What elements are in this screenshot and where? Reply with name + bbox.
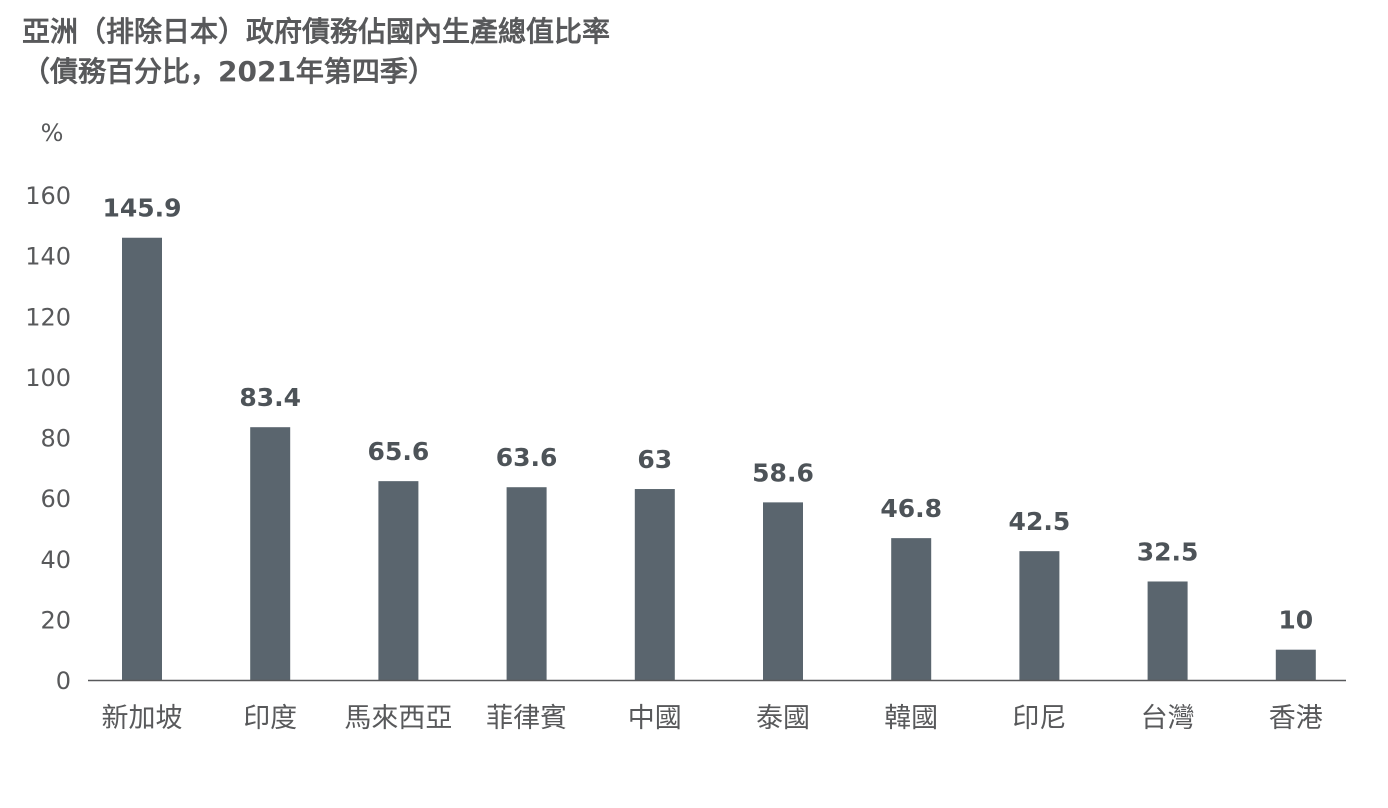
- x-category-label: 馬來西亞: [344, 703, 452, 734]
- x-category-label: 印尼: [1012, 703, 1066, 734]
- x-category-label: 韓國: [884, 703, 938, 734]
- bar-value-label: 63.6: [496, 443, 558, 472]
- bar: [634, 489, 675, 680]
- bar: [122, 237, 162, 680]
- y-tick-label: 20: [40, 606, 71, 634]
- bar-value-label: 145.9: [102, 194, 181, 223]
- bar: [1147, 581, 1188, 680]
- chart-title-line-1: 亞洲（排除日本）政府債務佔國內生產總值比率: [22, 15, 611, 48]
- y-tick-label: 160: [25, 182, 71, 210]
- x-category-label: 新加坡: [102, 703, 183, 734]
- y-axis-unit-label: %: [41, 119, 64, 147]
- bar: [763, 502, 803, 680]
- bar-value-label: 63: [637, 445, 672, 474]
- bar-value-label: 83.4: [239, 383, 301, 412]
- y-tick-label: 100: [25, 364, 71, 392]
- chart-title: 亞洲（排除日本）政府債務佔國內生產總值比率 （債務百分比，2021年第四季）: [22, 12, 610, 92]
- chart-title-line-2: （債務百分比，2021年第四季）: [22, 55, 436, 88]
- bar-value-label: 46.8: [880, 494, 942, 523]
- x-category-label: 香港: [1269, 703, 1323, 734]
- bar-value-label: 32.5: [1137, 537, 1199, 566]
- y-axis-ticks: 0 20 40 60 80 100 120 140 160: [25, 182, 71, 695]
- bar: [1019, 551, 1060, 680]
- y-tick-label: 0: [56, 667, 71, 695]
- bar: [1275, 649, 1316, 680]
- y-tick-label: 40: [40, 546, 71, 574]
- y-tick-label: 80: [40, 425, 71, 453]
- bar-value-label: 42.5: [1009, 507, 1071, 536]
- x-category-label: 泰國: [756, 703, 810, 734]
- bar: [378, 481, 419, 680]
- bar-value-label: 65.6: [368, 437, 430, 466]
- x-category-label: 菲律賓: [486, 703, 567, 734]
- bar-value-label: 58.6: [752, 458, 814, 487]
- y-tick-label: 120: [25, 303, 71, 331]
- bar: [250, 427, 291, 680]
- data-labels: 145.9 83.4 65.6 63.6 63 58.6 46.8 42.5 32.5 10: [102, 194, 1313, 635]
- bar: [506, 487, 547, 680]
- y-tick-label: 140: [25, 243, 71, 271]
- bar-series: [122, 237, 1316, 680]
- y-tick-label: 60: [40, 485, 71, 513]
- bar: [891, 538, 932, 680]
- bar-value-label: 10: [1278, 606, 1313, 635]
- x-axis-category-labels: 新加坡 印度 馬來西亞 菲律賓 中國 泰國 韓國 印尼 台灣 香港: [102, 703, 1323, 734]
- x-category-label: 印度: [243, 703, 297, 734]
- x-category-label: 中國: [628, 703, 682, 734]
- x-category-label: 台灣: [1141, 703, 1195, 734]
